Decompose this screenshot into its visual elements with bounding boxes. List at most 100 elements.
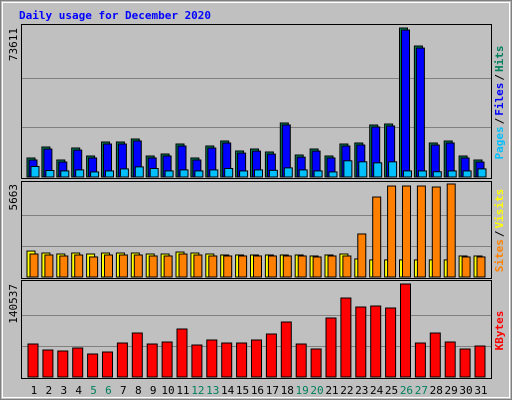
chart-title: Daily usage for December 2020 bbox=[19, 9, 211, 22]
bar bbox=[477, 168, 487, 178]
bar bbox=[30, 165, 40, 178]
bar bbox=[119, 168, 129, 178]
bar bbox=[444, 341, 456, 378]
bar bbox=[295, 343, 307, 378]
bar bbox=[340, 297, 352, 378]
x-tick-label: 4 bbox=[75, 384, 82, 397]
legend-entry: Visits bbox=[493, 189, 506, 229]
bar bbox=[134, 166, 144, 178]
bar bbox=[104, 254, 113, 278]
bar bbox=[163, 255, 173, 278]
x-tick-label: 17 bbox=[266, 384, 279, 397]
bar bbox=[146, 343, 158, 378]
x-tick-label: 2 bbox=[46, 384, 53, 397]
legend-separator: / bbox=[493, 117, 506, 124]
x-tick-label: 1 bbox=[31, 384, 38, 397]
bar bbox=[355, 306, 367, 378]
bar bbox=[223, 255, 233, 278]
bar bbox=[239, 170, 249, 178]
bar bbox=[313, 170, 323, 178]
bar bbox=[45, 170, 55, 178]
x-tick-label: 21 bbox=[325, 384, 338, 397]
bar bbox=[387, 185, 397, 278]
bar bbox=[74, 254, 84, 278]
bar bbox=[417, 170, 427, 178]
x-tick-label: 26 bbox=[400, 384, 413, 397]
bar bbox=[283, 167, 293, 178]
bar bbox=[402, 185, 411, 278]
bar bbox=[265, 333, 277, 378]
bar bbox=[178, 253, 188, 278]
bar bbox=[373, 162, 383, 178]
bar bbox=[358, 161, 368, 178]
legend-separator: / bbox=[493, 74, 506, 81]
bar bbox=[312, 256, 322, 278]
x-tick-label: 27 bbox=[415, 384, 428, 397]
bar bbox=[149, 167, 159, 178]
legend: KBytes bbox=[493, 311, 506, 351]
bar bbox=[148, 255, 158, 278]
bar bbox=[343, 160, 353, 178]
x-tick-label: 12 bbox=[191, 384, 204, 397]
x-tick-label: 3 bbox=[60, 384, 67, 397]
bar bbox=[474, 345, 486, 378]
bar bbox=[251, 339, 262, 378]
bar bbox=[191, 344, 203, 378]
bar bbox=[131, 332, 143, 378]
bar bbox=[59, 255, 69, 278]
legend-entry: KBytes bbox=[493, 311, 506, 351]
bar bbox=[447, 170, 457, 178]
legend: Sites /Visits bbox=[493, 189, 506, 273]
x-tick-label: 23 bbox=[355, 384, 368, 397]
bar bbox=[280, 321, 292, 378]
bar bbox=[253, 255, 262, 278]
bar bbox=[224, 167, 234, 178]
bar bbox=[431, 186, 441, 278]
bar bbox=[357, 233, 367, 278]
bar bbox=[208, 255, 218, 278]
bar bbox=[44, 254, 54, 278]
bar bbox=[328, 171, 338, 178]
bar bbox=[254, 169, 263, 178]
bar bbox=[385, 307, 397, 378]
bar bbox=[432, 171, 442, 178]
bar bbox=[400, 283, 411, 378]
bar bbox=[236, 342, 248, 378]
x-tick-label: 14 bbox=[221, 384, 235, 397]
bar bbox=[221, 342, 233, 378]
bar bbox=[27, 343, 39, 378]
bar bbox=[42, 349, 54, 378]
x-tick-label: 8 bbox=[135, 384, 142, 397]
bar bbox=[206, 339, 218, 378]
bar bbox=[298, 169, 308, 178]
bar bbox=[282, 255, 292, 278]
bar bbox=[342, 255, 352, 278]
legend-entry: Pages bbox=[493, 126, 506, 159]
bar bbox=[90, 171, 100, 178]
legend: Pages/Files/Hits bbox=[493, 46, 506, 160]
x-tick-label: 13 bbox=[206, 384, 219, 397]
bar bbox=[176, 328, 188, 378]
bar bbox=[327, 255, 337, 278]
bar bbox=[116, 342, 128, 378]
x-tick-label: 18 bbox=[281, 384, 294, 397]
x-tick-label: 11 bbox=[176, 384, 189, 397]
x-tick-label: 30 bbox=[459, 384, 472, 397]
x-tick-label: 19 bbox=[296, 384, 309, 397]
bar bbox=[193, 254, 203, 278]
x-tick-label: 22 bbox=[340, 384, 353, 397]
x-tick-label: 28 bbox=[430, 384, 443, 397]
bar bbox=[476, 256, 486, 278]
x-tick-label: 9 bbox=[150, 384, 157, 397]
bar bbox=[446, 183, 456, 278]
bar bbox=[118, 254, 128, 278]
bar bbox=[267, 255, 277, 278]
y-max-label: 5663 bbox=[7, 184, 20, 211]
bar bbox=[57, 350, 69, 378]
bar bbox=[60, 170, 70, 178]
bar bbox=[401, 29, 410, 178]
x-tick-label: 31 bbox=[474, 384, 487, 397]
bar bbox=[161, 341, 173, 378]
